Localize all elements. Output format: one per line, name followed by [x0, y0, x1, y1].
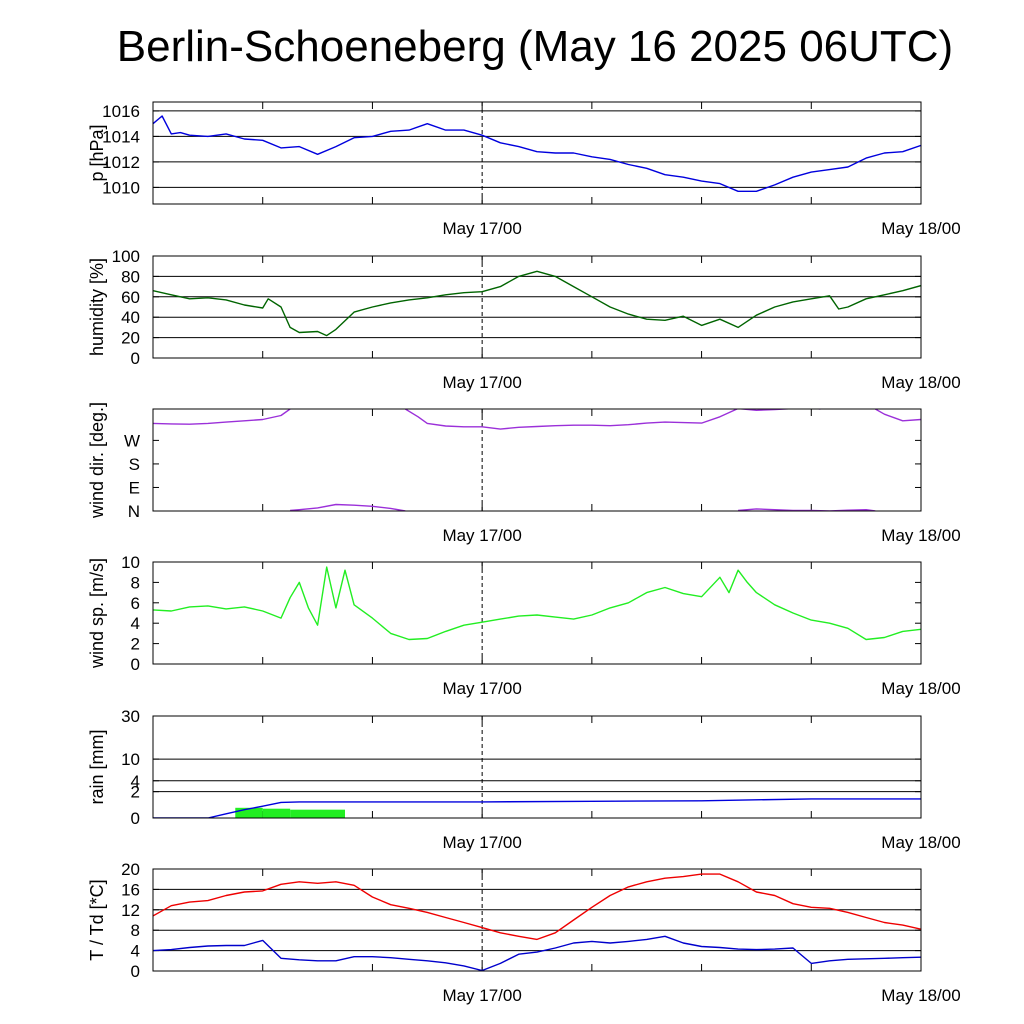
data-layer	[153, 798, 921, 818]
x-tick-label: May 18/00	[881, 219, 960, 238]
y-tick-label: 60	[121, 288, 140, 307]
y-tick-label: 4	[131, 614, 140, 633]
y-tick-label: 100	[112, 247, 140, 266]
wind_dir-line	[404, 409, 821, 430]
x-tick-label: May 17/00	[442, 373, 521, 392]
y-tick-label: 1016	[102, 102, 140, 121]
data-layer	[153, 270, 921, 337]
y-tick-label: 0	[131, 809, 140, 828]
y-tick-label: 1010	[102, 178, 140, 197]
y-tick-label: 6	[131, 594, 140, 613]
plot-frame	[152, 255, 922, 359]
dewpoint-line	[153, 935, 921, 971]
panel-0: 1010 1012 1014 1016 May 17/00 May 18/00 p [hPa…	[87, 101, 961, 238]
x-tick-label: May 17/00	[442, 219, 521, 238]
x-tick-label: May 17/00	[442, 833, 521, 852]
y-axis-label: wind dir. [deg.]	[87, 402, 107, 519]
data-layer	[153, 115, 921, 193]
x-tick-label: May 17/00	[442, 526, 521, 545]
wind_dir-line	[153, 409, 291, 425]
y-tick-label: 4	[131, 772, 140, 791]
y-tick-label: 4	[131, 942, 140, 961]
wind_dir-line	[874, 409, 921, 422]
data-layer	[153, 566, 921, 641]
y-tick-label: 0	[131, 962, 140, 981]
y-axis-label: rain [mm]	[87, 729, 107, 804]
y-tick-label: 10	[121, 553, 140, 572]
pressure-line	[153, 115, 921, 193]
panel-3: 02 46 810 May 17/00 May 18/00 wind sp. [m/s]	[87, 553, 961, 698]
y-tick-label: 20	[121, 860, 140, 879]
x-tick-label: May 18/00	[881, 986, 960, 1005]
y-tick-label: 30	[121, 707, 140, 726]
y-tick-label: 0	[131, 655, 140, 674]
page-title: Berlin-Schoeneberg (May 16 2025 06UTC)	[116, 22, 954, 71]
y-axis-label: humidity [%]	[87, 258, 107, 356]
y-axis-label: wind sp. [m/s]	[87, 558, 107, 669]
y-tick-label: 10	[121, 750, 140, 769]
y-axis-label: p [hPa]	[87, 124, 107, 181]
rain_cumulative-line	[153, 798, 921, 818]
wind_dir-line	[290, 503, 406, 511]
x-tick-label: May 17/00	[442, 986, 521, 1005]
data-layer	[153, 409, 921, 511]
y-tick-label: 1014	[102, 127, 140, 146]
rain-bar	[235, 807, 263, 818]
y-axis-label: T / Td [*C]	[87, 879, 107, 960]
y-tick-label: 0	[131, 349, 140, 368]
y-tick-label: 80	[121, 267, 140, 286]
data-layer	[153, 873, 921, 971]
y-tick-label: 8	[131, 921, 140, 940]
rain-bar	[290, 809, 345, 818]
y-tick-label: 2	[131, 783, 140, 802]
y-tick-label: W	[124, 431, 140, 450]
y-tick-label: 20	[121, 329, 140, 348]
plot-frame	[152, 715, 922, 819]
y-tick-label: S	[129, 455, 140, 474]
x-tick-label: May 18/00	[881, 373, 960, 392]
plot-frame	[152, 561, 922, 665]
y-tick-label: 1012	[102, 153, 140, 172]
wind_speed-line	[153, 566, 921, 641]
y-tick-label: 8	[131, 573, 140, 592]
x-tick-label: May 18/00	[881, 526, 960, 545]
plot-frame	[152, 868, 922, 972]
plot-frame	[152, 408, 922, 512]
temperature-line	[153, 873, 921, 941]
y-tick-label: 12	[121, 901, 140, 920]
y-tick-label: 16	[121, 880, 140, 899]
humidity-line	[153, 270, 921, 337]
x-tick-label: May 18/00	[881, 833, 960, 852]
rain-bar	[262, 808, 291, 818]
x-tick-label: May 17/00	[442, 679, 521, 698]
y-tick-label: N	[128, 502, 140, 521]
x-tick-label: May 18/00	[881, 679, 960, 698]
y-tick-label: 40	[121, 308, 140, 327]
y-tick-label: 2	[131, 635, 140, 654]
plot-frame	[152, 101, 922, 205]
y-tick-label: E	[129, 478, 140, 497]
panel-4: 0 24 10 30 May 17/00 May 18/00 rain [mm]	[87, 707, 961, 852]
